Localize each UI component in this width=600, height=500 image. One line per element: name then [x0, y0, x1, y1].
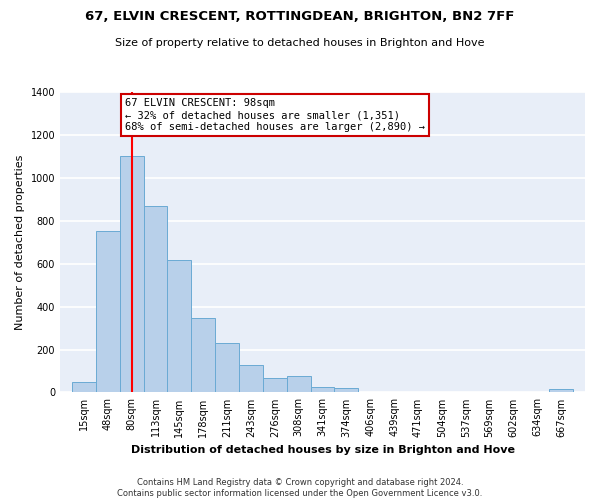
Bar [167, 260, 191, 392]
Y-axis label: Number of detached properties: Number of detached properties [15, 154, 25, 330]
Bar [287, 376, 311, 392]
Bar [215, 343, 239, 392]
Text: Contains HM Land Registry data © Crown copyright and database right 2024.
Contai: Contains HM Land Registry data © Crown c… [118, 478, 482, 498]
Bar [334, 388, 358, 392]
Bar [239, 364, 263, 392]
Bar [263, 378, 287, 392]
Bar [191, 318, 215, 392]
Bar [119, 156, 143, 392]
Text: 67 ELVIN CRESCENT: 98sqm
← 32% of detached houses are smaller (1,351)
68% of sem: 67 ELVIN CRESCENT: 98sqm ← 32% of detach… [125, 98, 425, 132]
Bar [143, 206, 167, 392]
Bar [549, 389, 573, 392]
Bar [311, 387, 334, 392]
Text: Size of property relative to detached houses in Brighton and Hove: Size of property relative to detached ho… [115, 38, 485, 48]
Bar [72, 382, 96, 392]
Text: 67, ELVIN CRESCENT, ROTTINGDEAN, BRIGHTON, BN2 7FF: 67, ELVIN CRESCENT, ROTTINGDEAN, BRIGHTO… [85, 10, 515, 23]
Bar [96, 232, 119, 392]
X-axis label: Distribution of detached houses by size in Brighton and Hove: Distribution of detached houses by size … [131, 445, 515, 455]
